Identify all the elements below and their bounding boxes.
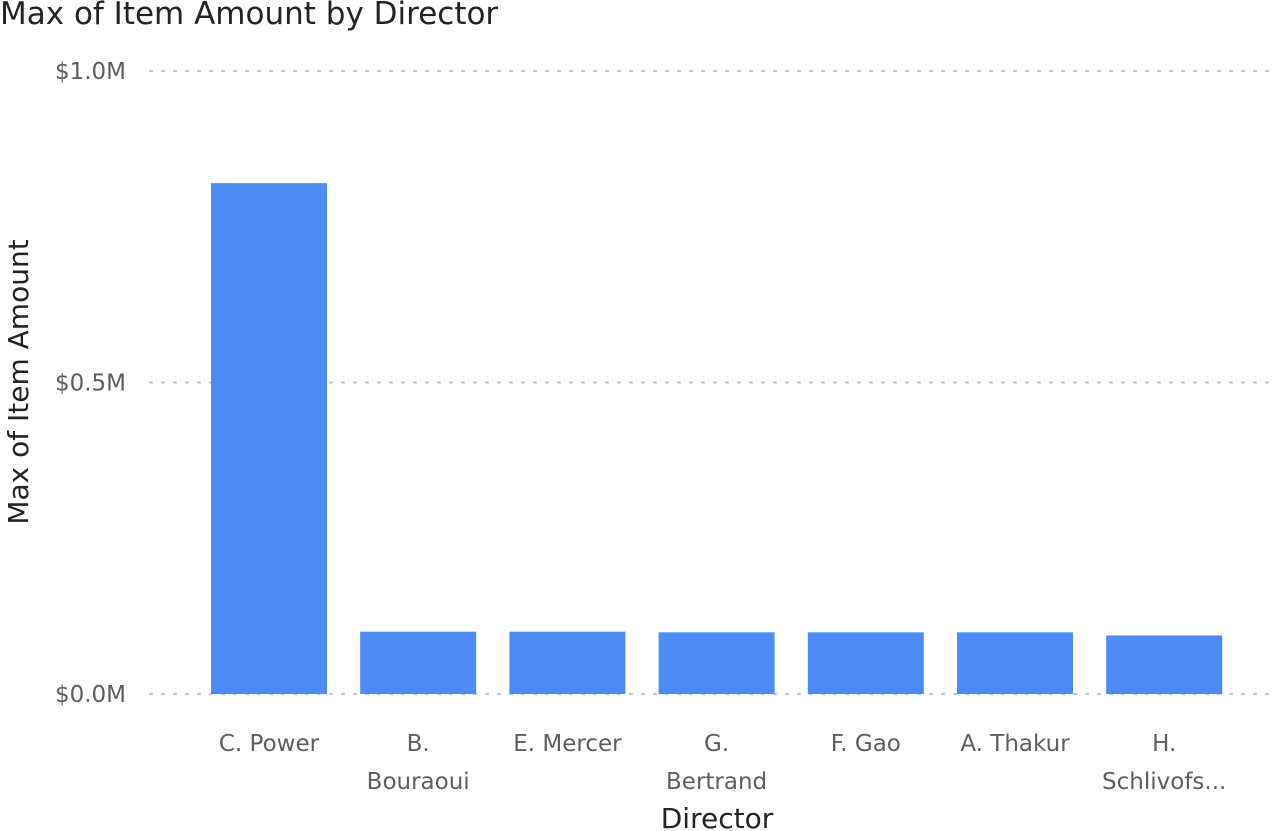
y-axis-title: Max of Item Amount [2,239,35,524]
bar[interactable] [211,183,327,694]
x-tick-label: H. Schlivofs... [1102,731,1226,795]
y-tick-label: $0.5M [55,371,126,397]
gridlines [148,69,1274,696]
y-tick-label: $0.0M [55,682,126,708]
x-tick-label: B. Bouraoui [367,731,470,795]
y-axis-ticks: $0.0M $0.5M $1.0M [55,59,126,708]
x-axis-categories: C. Power B. Bouraoui E. Mercer G. Bertrand F. … [219,731,1226,795]
y-tick-label: $1.0M [55,59,126,85]
bar[interactable] [1106,635,1223,694]
bars [211,183,1223,694]
x-tick-label: E. Mercer [513,731,622,757]
bar[interactable] [509,631,626,694]
bar[interactable] [360,631,477,694]
bar[interactable] [658,632,775,694]
x-axis-title: Director [661,802,774,831]
x-tick-label: C. Power [219,731,320,757]
bar[interactable] [807,632,924,694]
chart-title: Max of Item Amount by Director [0,0,499,32]
x-tick-label: A. Thakur [960,731,1070,757]
x-tick-label: F. Gao [831,731,901,757]
x-tick-label: G. Bertrand [666,731,767,795]
bar[interactable] [957,632,1073,694]
